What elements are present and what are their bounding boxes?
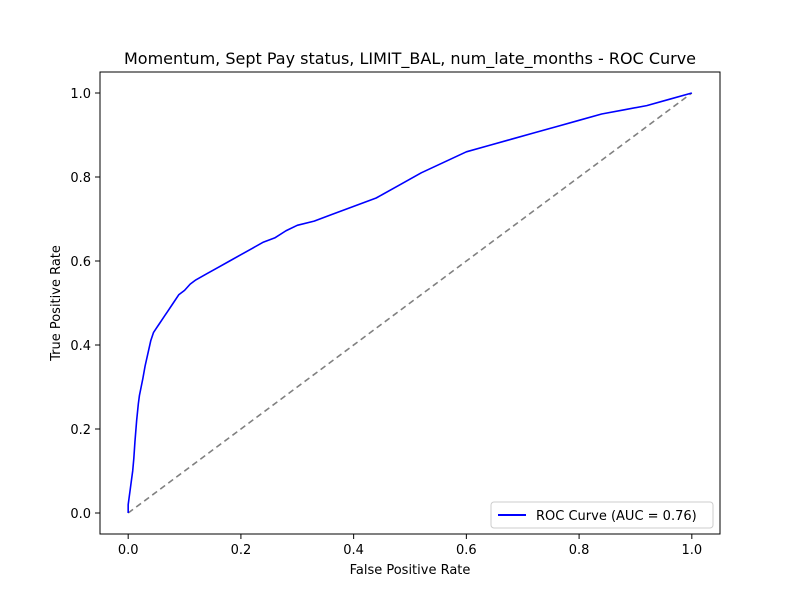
x-tick-label: 0.4 <box>343 543 364 558</box>
y-tick-label: 0.2 <box>70 423 91 438</box>
y-tick-label: 0.8 <box>70 171 91 186</box>
y-tick-label: 1.0 <box>70 87 91 102</box>
y-tick-label: 0.0 <box>70 507 91 522</box>
series-layer <box>127 92 693 514</box>
chart-title: Momentum, Sept Pay status, LIMIT_BAL, nu… <box>124 49 696 69</box>
x-axis-ticks: 0.0 0.2 0.4 0.6 0.8 1.0 <box>118 534 702 558</box>
legend-label-roc-curve: ROC Curve (AUC = 0.76) <box>536 509 697 524</box>
chance-diagonal-line <box>127 92 693 514</box>
y-tick-label: 0.4 <box>70 339 91 354</box>
x-tick-label: 0.6 <box>456 543 477 558</box>
x-tick-label: 0.0 <box>118 543 139 558</box>
y-axis-ticks: 0.0 0.2 0.4 0.6 0.8 1.0 <box>70 87 100 522</box>
x-tick-label: 0.8 <box>569 543 590 558</box>
x-tick-label: 1.0 <box>681 543 702 558</box>
x-axis-label: False Positive Rate <box>350 563 471 578</box>
y-axis-label: True Positive Rate <box>49 245 64 362</box>
legend: ROC Curve (AUC = 0.76) <box>490 501 714 529</box>
legend-box <box>490 501 714 529</box>
y-tick-label: 0.6 <box>70 255 91 270</box>
roc-curve-line <box>127 92 693 513</box>
plot-frame <box>99 71 721 535</box>
x-tick-label: 0.2 <box>231 543 252 558</box>
